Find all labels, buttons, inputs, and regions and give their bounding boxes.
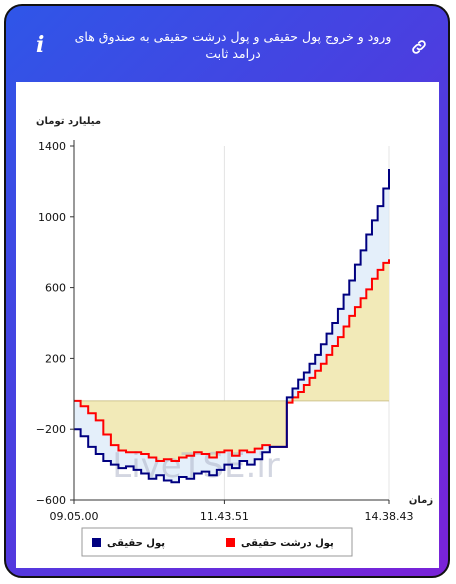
legend-swatch-real-money [92, 538, 101, 547]
x-tick-label: 14.38.43 [365, 510, 414, 523]
legend-swatch-large-real-money [226, 538, 235, 547]
chart-card: i ورود و خروج پول حقیقی و پول درشت حقیقی… [4, 4, 450, 578]
legend-label-large-real-money[interactable]: پول درشت حقیقی [241, 538, 334, 549]
chart-svg: LiveTSE.ir میلیارد تومان زمان −600−20020… [36, 116, 433, 557]
y-tick-label: −200 [36, 423, 66, 436]
y-tick-label: −600 [36, 494, 66, 507]
chart-title: ورود و خروج پول حقیقی و پول درشت حقیقی ب… [74, 29, 392, 61]
x-tick-label: 11.43.51 [200, 510, 249, 523]
info-icon[interactable]: i [36, 32, 45, 58]
legend-label-real-money[interactable]: پول حقیقی [107, 538, 165, 549]
legend-box [81, 527, 353, 557]
legend: پول حقیقی پول درشت حقیقی [81, 527, 353, 557]
area-fill-band [74, 169, 389, 483]
y-tick-label: 1400 [38, 140, 66, 153]
area-fill-baseline [74, 259, 389, 462]
x-axis-label: زمان [409, 495, 433, 506]
link-icon[interactable] [410, 38, 428, 56]
series-line-real-money [74, 169, 390, 484]
y-axis-unit-label: میلیارد تومان [36, 116, 101, 127]
card-header: i ورود و خروج پول حقیقی و پول درشت حقیقی… [6, 6, 448, 84]
y-tick-label: 200 [45, 352, 66, 365]
chart-panel: LiveTSE.ir میلیارد تومان زمان −600 −200 20… [16, 82, 439, 568]
series-line-large-real-money [74, 259, 390, 463]
x-tick-label: 09.05.00 [50, 510, 99, 523]
y-tick-label: 600 [45, 282, 66, 295]
y-tick-label: 1000 [38, 211, 66, 224]
